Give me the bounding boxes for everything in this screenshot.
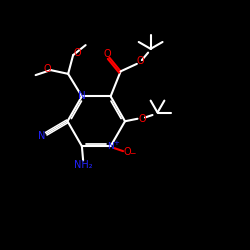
Text: O: O — [136, 56, 144, 66]
Text: O: O — [139, 114, 146, 124]
Text: O: O — [103, 49, 111, 59]
Text: N: N — [38, 131, 46, 141]
Text: O: O — [73, 48, 81, 58]
Text: −: − — [129, 149, 136, 158]
Text: O: O — [43, 64, 51, 74]
Text: N: N — [78, 91, 86, 101]
Text: +: + — [113, 140, 119, 146]
Text: NH₂: NH₂ — [74, 160, 92, 170]
Text: N: N — [107, 142, 114, 151]
Text: O: O — [123, 148, 131, 158]
